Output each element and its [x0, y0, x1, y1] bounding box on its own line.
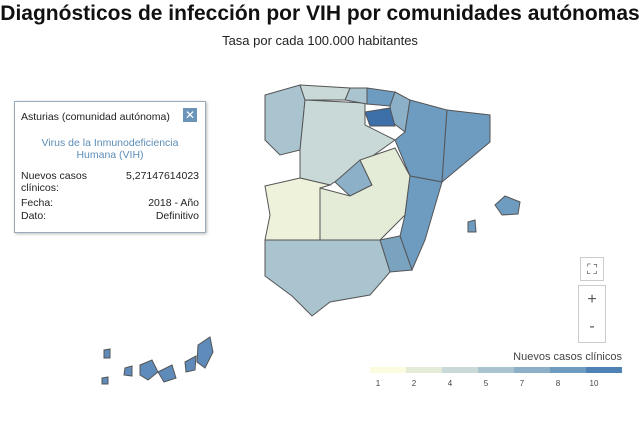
- row-label: Fecha:: [21, 197, 54, 209]
- zoom-control: + -: [578, 285, 606, 343]
- baleares[interactable]: [494, 195, 521, 216]
- la-rioja[interactable]: [364, 107, 396, 127]
- canarias-3[interactable]: [139, 359, 159, 381]
- galicia[interactable]: [264, 84, 306, 156]
- close-button[interactable]: ✕: [183, 108, 197, 122]
- row-value: 2018 - Año: [148, 197, 199, 209]
- canarias-4[interactable]: [157, 364, 177, 383]
- row-label: Nuevos casos clínicos:: [21, 170, 87, 194]
- tooltip: Asturias (comunidad autónoma) ✕ Virus de…: [14, 101, 206, 233]
- row-value: 5,27147614023: [126, 170, 199, 182]
- row-label: Dato:: [21, 210, 47, 222]
- navarra[interactable]: [389, 91, 411, 133]
- cataluna[interactable]: [441, 109, 491, 184]
- legend-title: Nuevos casos clínicos: [513, 351, 622, 363]
- fullscreen-button[interactable]: ⛶: [580, 257, 604, 281]
- zoom-out[interactable]: -: [589, 318, 595, 335]
- title: Diagnósticos de infección por VIH por co…: [0, 2, 640, 25]
- canarias-7[interactable]: [101, 376, 109, 385]
- canarias-5[interactable]: [123, 365, 133, 377]
- canarias-2[interactable]: [184, 355, 197, 373]
- andalucia[interactable]: [264, 239, 391, 317]
- canarias-6[interactable]: [103, 348, 111, 359]
- extremadura[interactable]: [264, 177, 332, 241]
- zoom-in[interactable]: +: [587, 291, 597, 308]
- subtitle: Tasa por cada 100.000 habitantes: [222, 33, 418, 48]
- canarias-1[interactable]: [196, 336, 214, 369]
- tooltip-region: Asturias (comunidad autónoma): [21, 111, 170, 123]
- tooltip-indicator: Virus de la Inmunodeficiencia Humana (VI…: [41, 137, 179, 161]
- baleares-2[interactable]: [467, 219, 477, 233]
- row-value: Definitivo: [155, 210, 199, 222]
- asturias[interactable]: [299, 84, 351, 101]
